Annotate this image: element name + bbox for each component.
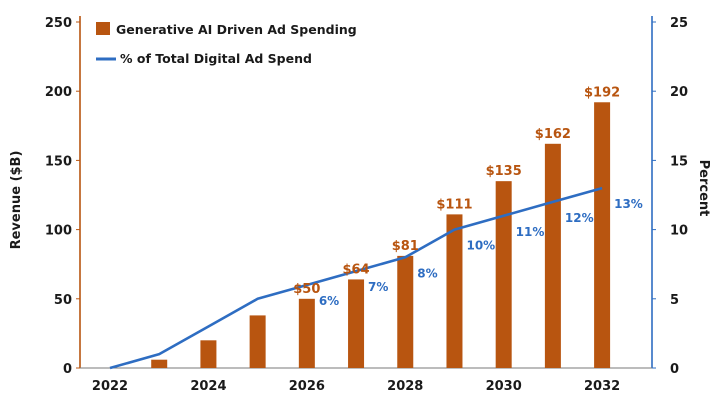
bar-value-label: $192 — [584, 85, 620, 100]
line-value-label: 7% — [368, 280, 388, 294]
bar — [495, 181, 512, 368]
y-axis-title: Revenue ($B) — [9, 151, 24, 250]
bar-value-label: $135 — [486, 164, 522, 179]
y2-tick-label: 0 — [670, 362, 679, 377]
bar — [200, 340, 217, 368]
y2-tick-label: 10 — [670, 224, 688, 239]
bar — [298, 298, 315, 368]
x-tick-label: 2022 — [92, 379, 128, 394]
bar — [249, 315, 266, 368]
bar — [446, 214, 463, 368]
y2-tick-label: 5 — [670, 293, 679, 308]
y-tick-label: 150 — [45, 154, 72, 169]
y-tick-label: 200 — [45, 85, 72, 100]
line-value-label: 6% — [319, 294, 339, 308]
y2-axis-title: Percent — [696, 160, 711, 217]
line-value-label: 11% — [516, 225, 545, 239]
legend-bar-swatch — [96, 22, 110, 35]
bar-value-label: $50 — [293, 282, 320, 297]
bar — [594, 102, 611, 368]
y-tick-label: 100 — [45, 224, 72, 239]
y-tick-label: 250 — [45, 16, 72, 31]
bar — [397, 255, 414, 368]
y2-tick-label: 25 — [670, 16, 688, 31]
line-value-label: 13% — [614, 197, 643, 211]
y-tick-label: 0 — [63, 362, 72, 377]
plot-area: 0 50 100 150 200 250 0 5 10 15 20 25 2022 2024 2026 202… — [45, 16, 688, 394]
legend: Generative AI Driven Ad Spending % of To… — [96, 22, 357, 66]
bar-value-label: $64 — [342, 262, 369, 277]
bar-value-label: $111 — [436, 197, 472, 212]
bar-value-label: $81 — [392, 239, 419, 254]
y-tick-label: 50 — [54, 293, 72, 308]
bar — [544, 143, 561, 368]
x-tick-label: 2026 — [289, 379, 325, 394]
y2-tick-label: 20 — [670, 85, 688, 100]
line-value-label: 8% — [417, 266, 437, 280]
x-tick-label: 2024 — [190, 379, 226, 394]
y2-tick-label: 15 — [670, 154, 688, 169]
x-tick-label: 2030 — [486, 379, 522, 394]
line-series — [109, 186, 603, 370]
bar — [151, 359, 168, 368]
line-value-label: 12% — [565, 211, 594, 225]
bar — [348, 279, 365, 368]
legend-bar-label: Generative AI Driven Ad Spending — [116, 22, 357, 37]
bar-value-label: $162 — [535, 127, 571, 142]
line-value-label: 10% — [466, 239, 495, 253]
x-tick-label: 2032 — [584, 379, 620, 394]
legend-line-label: % of Total Digital Ad Spend — [120, 51, 312, 66]
x-tick-label: 2028 — [387, 379, 423, 394]
